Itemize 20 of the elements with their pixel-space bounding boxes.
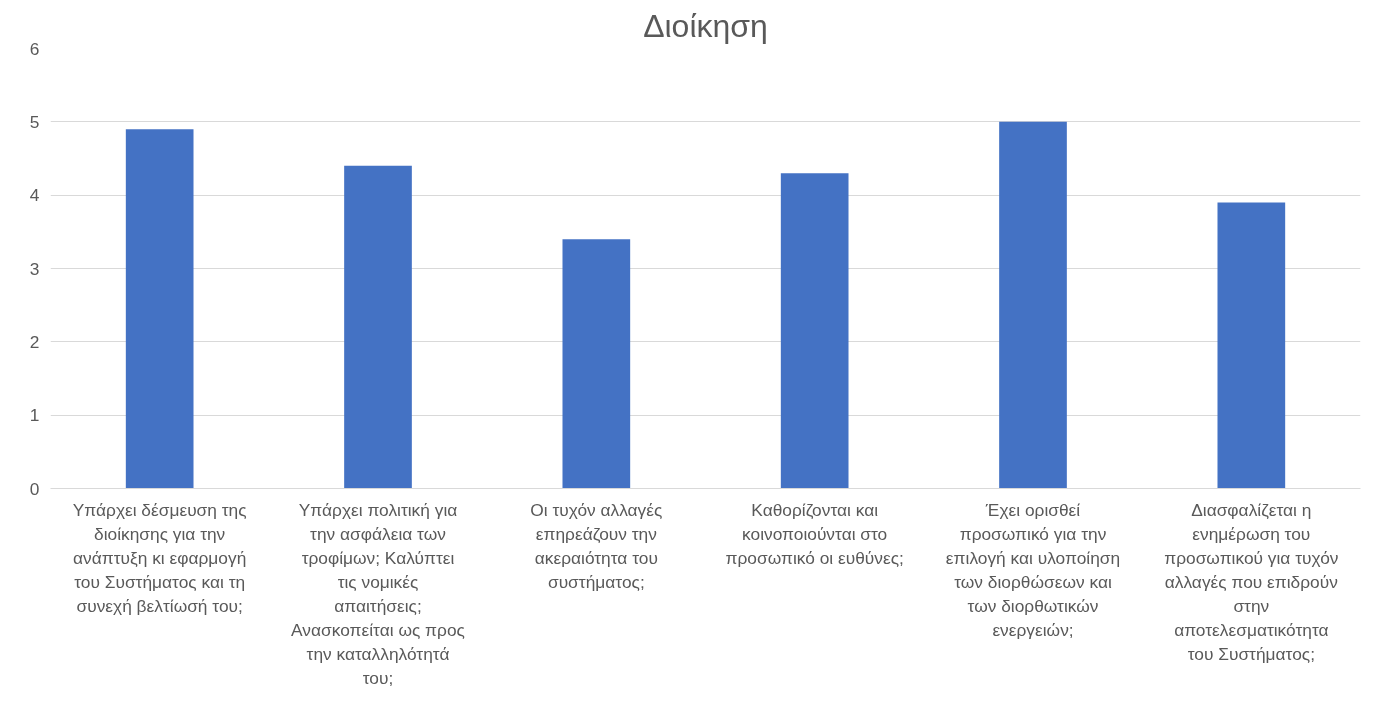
y-tick-label: 3 <box>29 258 40 279</box>
bar <box>125 129 194 489</box>
bar <box>344 165 412 489</box>
bar <box>562 239 631 489</box>
x-tick-label: Οι τυχόν αλλαγές επηρεάζουν την ακεραιότητα του συστήματος; <box>530 499 663 592</box>
x-tick-label: Καθορίζονται και κοινοποιούνται στο προσωπικό οι ευθύνες; <box>725 499 904 568</box>
y-tick-label: 2 <box>29 331 40 352</box>
y-tick-label: 5 <box>29 111 40 132</box>
chart-title: Διοίκηση <box>643 7 768 44</box>
x-tick-label: Διασφαλίζεται η ενημέρωση του προσωπικού για τυχόν αλλαγές που επιδρούν στην αποτελεσματικότητα του Συστήματος; <box>1164 499 1339 664</box>
x-tick-label: Υπάρχει πολιτική για την ασφάλεια των τροφίμων; Καλύπτει τις νομικές απαιτήσεις; Ανασκοπείται ως προς την καταλληλότητά του; <box>291 499 465 688</box>
bar <box>999 121 1067 489</box>
bar <box>1217 202 1286 489</box>
bar <box>780 173 849 489</box>
y-tick-label: 1 <box>29 405 40 426</box>
y-tick-label: 6 <box>29 38 40 59</box>
x-tick-label: Υπάρχει δέσμευση της διοίκησης για την ανάπτυξη κι εφαρμογή του Συστήματος και τη συνεχή βελτίωσή του; <box>72 499 247 616</box>
y-tick-label: 4 <box>29 185 40 206</box>
y-tick-label: 0 <box>29 478 40 499</box>
x-tick-label: Έχει ορισθεί προσωπικό για την επιλογή και υλοποίηση των διορθώσεων και των διορθωτικών ενεργειών; <box>945 499 1121 640</box>
